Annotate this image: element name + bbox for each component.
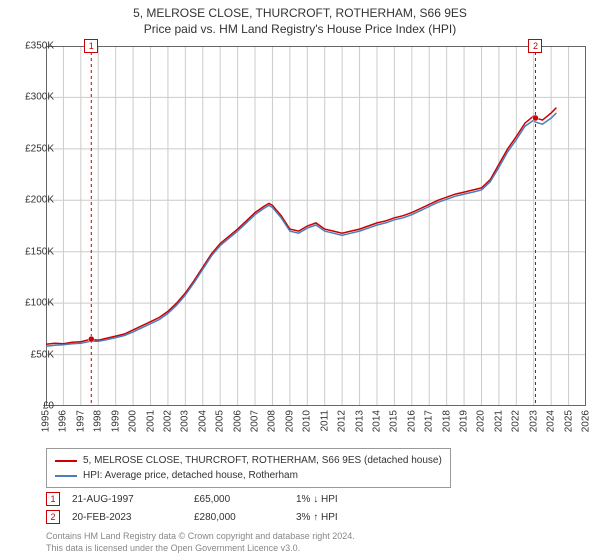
x-tick-label: 2006	[232, 410, 243, 432]
y-tick-label: £100K	[25, 298, 54, 309]
x-tick-label: 2014	[371, 410, 382, 432]
x-tick-label: 2001	[145, 410, 156, 432]
legend-label: HPI: Average price, detached house, Roth…	[83, 470, 298, 481]
sale-marker-1: 1	[84, 39, 98, 53]
y-tick-label: £250K	[25, 143, 54, 154]
sale-row-marker: 2	[46, 510, 60, 524]
x-tick-label: 2003	[180, 410, 191, 432]
x-tick-label: 2026	[581, 410, 592, 432]
x-tick-label: 2019	[459, 410, 470, 432]
x-tick-label: 2023	[528, 410, 539, 432]
y-tick-label: £150K	[25, 246, 54, 257]
x-tick-label: 2025	[563, 410, 574, 432]
x-tick-label: 2015	[389, 410, 400, 432]
price-chart	[46, 46, 586, 406]
page-container: 5, MELROSE CLOSE, THURCROFT, ROTHERHAM, …	[0, 0, 600, 560]
sale-row-price: £65,000	[194, 494, 284, 505]
legend-swatch	[55, 460, 77, 462]
x-tick-label: 1995	[41, 410, 52, 432]
sale-row-pct: 1% ↓ HPI	[296, 494, 376, 505]
x-tick-label: 2024	[546, 410, 557, 432]
x-tick-label: 2002	[162, 410, 173, 432]
y-tick-label: £50K	[31, 349, 54, 360]
x-tick-label: 2016	[406, 410, 417, 432]
x-tick-label: 2004	[197, 410, 208, 432]
chart-area	[46, 46, 586, 406]
x-tick-label: 1997	[75, 410, 86, 432]
footer-line2: This data is licensed under the Open Gov…	[46, 542, 355, 554]
sale-data-table: 1 21-AUG-1997 £65,000 1% ↓ HPI 2 20-FEB-2023 £…	[46, 490, 376, 526]
x-tick-label: 2020	[476, 410, 487, 432]
y-tick-label: £300K	[25, 92, 54, 103]
x-tick-label: 2018	[441, 410, 452, 432]
chart-title-line2: Price paid vs. HM Land Registry's House …	[0, 20, 600, 36]
x-tick-label: 2000	[128, 410, 139, 432]
x-tick-label: 1996	[58, 410, 69, 432]
chart-legend: 5, MELROSE CLOSE, THURCROFT, ROTHERHAM, …	[46, 448, 451, 488]
sale-row-marker: 1	[46, 492, 60, 506]
footer-attribution: Contains HM Land Registry data © Crown c…	[46, 530, 355, 554]
sale-data-row: 1 21-AUG-1997 £65,000 1% ↓ HPI	[46, 490, 376, 508]
sale-data-row: 2 20-FEB-2023 £280,000 3% ↑ HPI	[46, 508, 376, 526]
x-tick-label: 2022	[511, 410, 522, 432]
sale-row-price: £280,000	[194, 512, 284, 523]
sale-row-pct: 3% ↑ HPI	[296, 512, 376, 523]
y-tick-label: £350K	[25, 41, 54, 52]
x-tick-label: 2021	[493, 410, 504, 432]
x-tick-label: 2012	[337, 410, 348, 432]
footer-line1: Contains HM Land Registry data © Crown c…	[46, 530, 355, 542]
sale-marker-2: 2	[528, 39, 542, 53]
x-tick-label: 2011	[319, 410, 330, 432]
x-tick-label: 2017	[424, 410, 435, 432]
sale-row-date: 21-AUG-1997	[72, 494, 182, 505]
y-tick-label: £200K	[25, 195, 54, 206]
legend-item: 5, MELROSE CLOSE, THURCROFT, ROTHERHAM, …	[55, 453, 442, 468]
x-tick-label: 1999	[110, 410, 121, 432]
sale-row-date: 20-FEB-2023	[72, 512, 182, 523]
x-tick-label: 2013	[354, 410, 365, 432]
x-tick-label: 2005	[215, 410, 226, 432]
chart-title-line1: 5, MELROSE CLOSE, THURCROFT, ROTHERHAM, …	[0, 0, 600, 20]
x-tick-label: 2008	[267, 410, 278, 432]
x-tick-label: 1998	[93, 410, 104, 432]
x-tick-label: 2010	[302, 410, 313, 432]
x-tick-label: 2007	[250, 410, 261, 432]
x-tick-label: 2009	[284, 410, 295, 432]
legend-swatch	[55, 475, 77, 477]
legend-label: 5, MELROSE CLOSE, THURCROFT, ROTHERHAM, …	[83, 455, 442, 466]
legend-item: HPI: Average price, detached house, Roth…	[55, 468, 442, 483]
